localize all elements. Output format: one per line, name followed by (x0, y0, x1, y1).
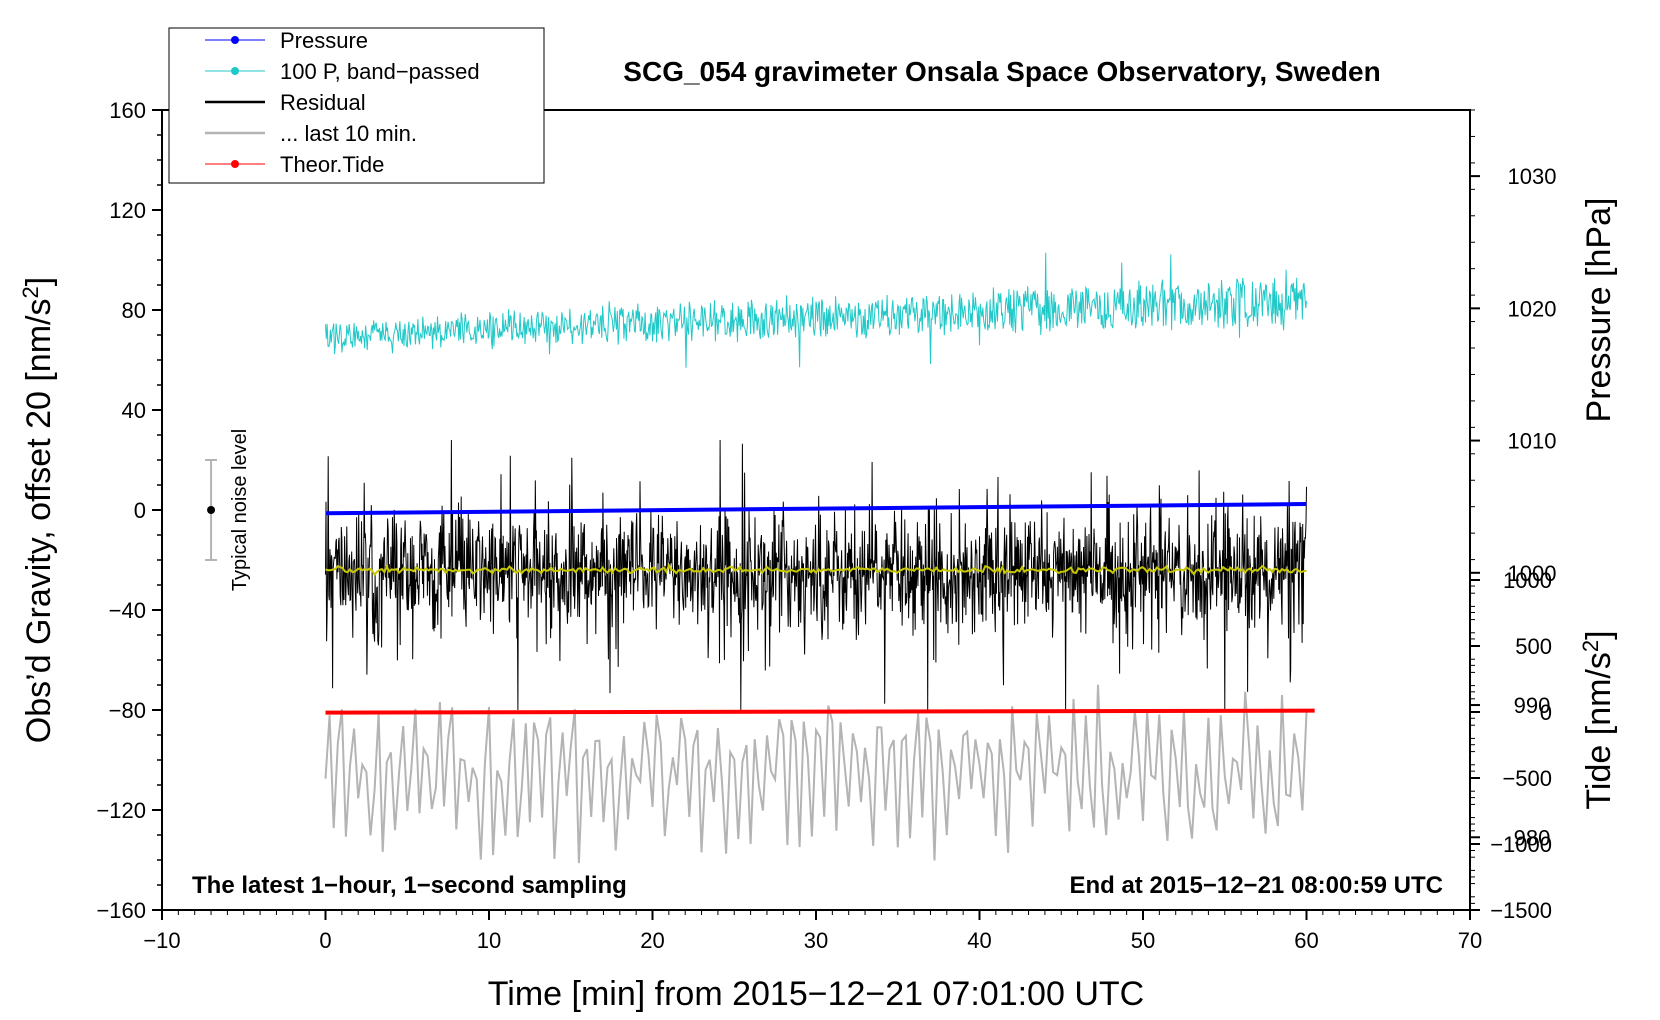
legend-label: Theor.Tide (280, 152, 384, 177)
pressure-tick-label: 1000 (1508, 561, 1557, 586)
x-tick-label: −10 (143, 928, 180, 953)
legend-entry: Theor.Tide (205, 152, 384, 177)
legend: Pressure 100 P, band−passed Residual ... la… (168, 27, 545, 184)
pressure-tick-label: 1020 (1508, 296, 1557, 321)
y-tick-label: 40 (122, 398, 146, 423)
x-axis: −10 0 10 20 30 40 50 60 70 (143, 910, 1482, 953)
series-pressure (325, 502, 1307, 516)
y-axis-title-pressure: Pressure [hPa] (1580, 198, 1618, 423)
legend-label: ... last 10 min. (280, 121, 417, 146)
pressure-tick-label: 990 (1514, 693, 1551, 718)
pressure-tick-label: 1010 (1508, 429, 1557, 454)
x-tick-label: 0 (319, 928, 331, 953)
legend-label: Pressure (280, 28, 368, 53)
legend-marker (231, 67, 239, 75)
plot-series (324, 252, 1315, 864)
y-axis-title-left-sup: 2 (18, 286, 43, 298)
legend-entry: Residual (205, 90, 366, 115)
y-tick-label: 120 (109, 198, 146, 223)
y-tick-label: −120 (96, 798, 146, 823)
tide-tick-label: 0 (1540, 700, 1552, 725)
y-tick-label: −80 (109, 698, 146, 723)
y-tick-label: −40 (109, 598, 146, 623)
tide-tick-label: 1000 (1503, 568, 1552, 593)
noise-bar-center (207, 506, 216, 514)
right-axes: 1030 1020 1010 1000 990 980 1000 500 0 −500 −1000 −… (1470, 109, 1557, 923)
pressure-tick-label: 980 (1514, 825, 1551, 850)
tide-tick-label: −1000 (1490, 832, 1552, 857)
legend-marker (231, 36, 239, 44)
y-axis-title-left: Obs’d Gravity, offset 20 [nm/s2] (18, 277, 58, 743)
y-axis-title-tide-main: Tide [nm/s (1580, 652, 1618, 809)
tide-tick-label: −1500 (1490, 898, 1552, 923)
legend-entry: 100 P, band−passed (205, 59, 480, 84)
legend-label: Residual (280, 90, 366, 115)
y-tick-label: −160 (96, 898, 146, 923)
legend-marker (231, 160, 239, 168)
series-theor-tide (325, 708, 1315, 715)
y-axis-title-left-close: ] (20, 277, 58, 286)
annotation-left: The latest 1−hour, 1−second sampling (192, 872, 627, 899)
series-residual-mean (325, 562, 1307, 577)
y-tick-label: 0 (134, 498, 146, 523)
legend-label: 100 P, band−passed (280, 59, 480, 84)
y-axis-title-tide-close: ] (1580, 630, 1618, 639)
x-tick-label: 70 (1458, 928, 1482, 953)
noise-bar (205, 459, 218, 561)
y-axis-title-left-main: Obs’d Gravity, offset 20 [nm/s (20, 299, 58, 744)
legend-box (168, 27, 545, 184)
x-tick-label: 30 (804, 928, 828, 953)
x-axis-title: Time [min] from 2015−12−21 07:01:00 UTC (488, 975, 1144, 1013)
legend-entry: Pressure (205, 28, 368, 53)
pressure-tick-label: 1030 (1508, 164, 1557, 189)
series-last-10-min (324, 684, 1308, 864)
y-tick-label: 160 (109, 98, 146, 123)
tide-tick-label: −500 (1502, 766, 1552, 791)
x-tick-label: 60 (1294, 928, 1318, 953)
x-tick-label: 20 (640, 928, 664, 953)
chart-title: SCG_054 gravimeter Onsala Space Observat… (623, 56, 1380, 87)
x-tick-label: 50 (1131, 928, 1155, 953)
y-axis-title-tide: Tide [nm/s2] (1578, 630, 1618, 809)
y-tick-label: 80 (122, 298, 146, 323)
x-tick-label: 40 (967, 928, 991, 953)
legend-entry: ... last 10 min. (205, 121, 417, 146)
left-axis: 160 120 80 40 0 −40 −80 −120 −160 (96, 98, 162, 923)
noise-bar-label: Typical noise level (229, 429, 251, 591)
x-tick-label: 10 (477, 928, 501, 953)
series-pressure-band-passed (325, 252, 1307, 368)
tide-tick-label: 500 (1515, 634, 1552, 659)
annotation-right: End at 2015−12−21 08:00:59 UTC (1069, 872, 1443, 899)
y-axis-title-tide-sup: 2 (1578, 640, 1603, 652)
